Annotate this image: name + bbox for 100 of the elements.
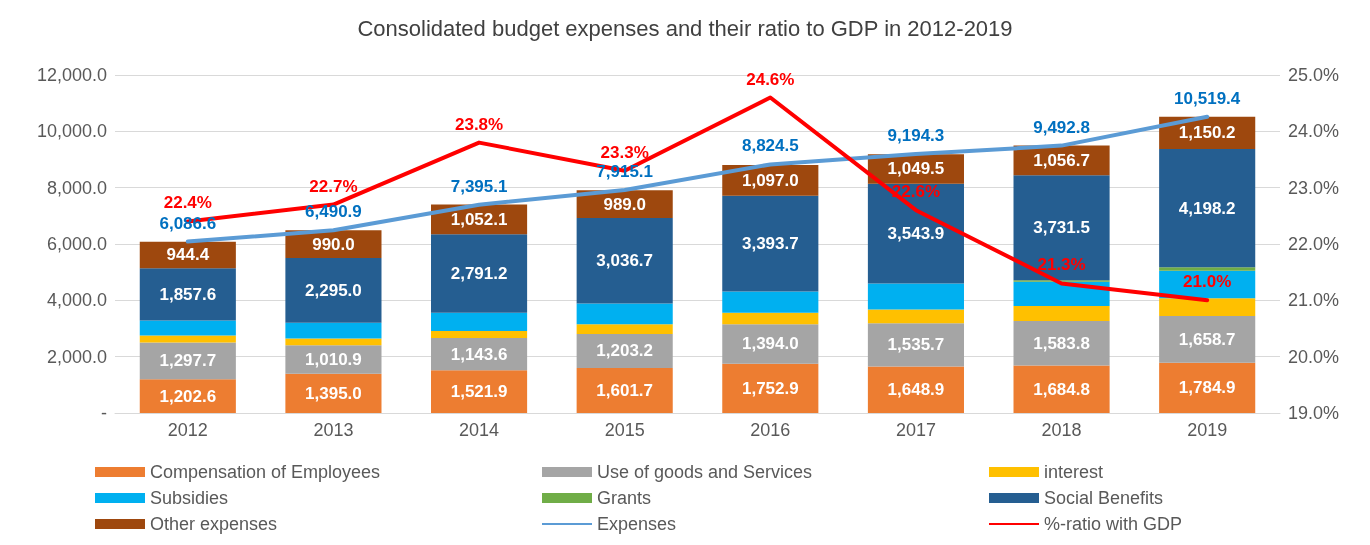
bar xyxy=(1013,320,1110,366)
y2-tick-label: 24.0% xyxy=(1288,121,1340,142)
bar xyxy=(1013,306,1110,321)
data-label: 1,143.6 xyxy=(450,344,508,364)
y-tick-label: 6,000.0 xyxy=(46,234,107,254)
x-tick-label: 2012 xyxy=(167,420,208,440)
data-label: 22.7% xyxy=(309,176,358,196)
x-tick-label: 2015 xyxy=(604,420,645,440)
data-label: 24.6% xyxy=(746,69,795,89)
bar xyxy=(285,258,382,323)
data-label: 1,052.1 xyxy=(450,209,508,229)
y2-tick-label: 19.0% xyxy=(1288,403,1340,423)
data-label: 21.0% xyxy=(1183,272,1232,292)
data-label: 1,658.7 xyxy=(1178,329,1236,349)
y-tick-label: 8,000.0 xyxy=(46,177,107,198)
data-label: 9,492.8 xyxy=(1033,117,1090,137)
bar xyxy=(431,370,528,413)
data-label: 1,583.8 xyxy=(1033,333,1090,353)
data-label: 9,194.3 xyxy=(887,126,945,146)
legend-label: Social Benefits xyxy=(1044,488,1164,508)
bar xyxy=(431,312,528,331)
data-label: 1,202.6 xyxy=(159,386,217,406)
data-label: 7,395.1 xyxy=(450,176,508,196)
data-label: 23.8% xyxy=(454,114,504,134)
bar xyxy=(1013,281,1110,307)
bar xyxy=(1013,175,1110,281)
data-label: 1,521.9 xyxy=(450,382,508,402)
data-label: 1,648.9 xyxy=(887,380,945,400)
data-label: 23.3% xyxy=(600,142,649,162)
chart-title: Consolidated budget expenses and their ratio to GDP in 2012-2019 xyxy=(357,15,1013,41)
bar xyxy=(1159,149,1256,268)
x-tick-label: 2016 xyxy=(750,420,791,440)
y2-tick-label: 22.0% xyxy=(1288,234,1340,254)
data-label: 8,824.5 xyxy=(741,136,799,156)
data-label: 1,010.9 xyxy=(305,349,362,369)
x-tick-label: 2017 xyxy=(895,420,936,440)
legend-label: %-ratio with GDP xyxy=(1044,514,1183,534)
data-label: 1,049.5 xyxy=(887,159,945,179)
x-tick-label: 2018 xyxy=(1041,420,1082,440)
legend-label: interest xyxy=(1044,462,1104,482)
bar xyxy=(431,234,528,313)
x-tick-label: 2019 xyxy=(1187,420,1228,440)
y-tick-label: 4,000.0 xyxy=(46,290,107,311)
y2-tick-label: 25.0% xyxy=(1288,65,1340,85)
bar xyxy=(1159,298,1256,317)
data-label: 1,684.8 xyxy=(1033,379,1090,399)
data-label: 22.4% xyxy=(163,193,212,213)
data-label: 1,857.6 xyxy=(159,284,217,304)
legend-label: Other expenses xyxy=(150,514,278,534)
data-label: 1,097.0 xyxy=(741,170,799,190)
x-tick-label: 2014 xyxy=(459,420,500,440)
legend-label: Compensation of Employees xyxy=(150,462,381,482)
bar xyxy=(285,338,382,346)
bar xyxy=(1159,316,1256,363)
y2-tick-label: 21.0% xyxy=(1288,290,1340,311)
data-label: 1,395.0 xyxy=(305,383,362,403)
data-label: 1,150.2 xyxy=(1178,123,1236,143)
bar xyxy=(139,268,236,321)
data-label: 3,731.5 xyxy=(1033,218,1090,238)
y-tick-label: - xyxy=(101,403,107,423)
bar xyxy=(867,323,964,367)
bar xyxy=(576,367,673,413)
data-label: 1,752.9 xyxy=(741,378,799,398)
bar xyxy=(1159,362,1256,413)
data-label: 10,519.4 xyxy=(1174,88,1241,108)
bar xyxy=(285,322,382,339)
bar xyxy=(139,335,236,343)
data-label: 990.0 xyxy=(312,234,355,254)
data-label: 944.4 xyxy=(166,245,210,265)
data-label: 3,393.7 xyxy=(741,234,799,254)
data-label: 2,791.2 xyxy=(450,264,508,284)
bar xyxy=(139,320,236,336)
data-label: 6,490.9 xyxy=(305,202,362,222)
bar xyxy=(576,303,673,325)
bar xyxy=(722,363,819,413)
y-tick-label: 12,000.0 xyxy=(36,65,107,85)
data-label: 2,295.0 xyxy=(305,280,362,300)
data-label: 1,203.2 xyxy=(596,341,654,361)
legend-label: Subsidies xyxy=(150,488,229,508)
data-label: 989.0 xyxy=(603,194,646,214)
data-label: 1,297.7 xyxy=(159,351,217,371)
data-label: 1,056.7 xyxy=(1033,150,1090,170)
bar xyxy=(867,309,964,324)
bar xyxy=(576,324,673,334)
y2-tick-label: 23.0% xyxy=(1288,177,1340,198)
bar xyxy=(722,312,819,325)
bar xyxy=(1159,267,1256,271)
bar xyxy=(722,324,819,364)
data-label: 1,394.0 xyxy=(741,334,799,354)
bar xyxy=(576,218,673,304)
data-label: 1,784.9 xyxy=(1178,378,1236,398)
x-tick-label: 2013 xyxy=(313,420,354,440)
bar xyxy=(867,283,964,310)
data-label: 1,535.7 xyxy=(887,335,945,355)
bar xyxy=(722,195,819,292)
bar xyxy=(722,291,819,313)
data-label: 4,198.2 xyxy=(1178,198,1236,218)
data-label: 21.3% xyxy=(1037,255,1086,275)
legend-label: Use of goods and Services xyxy=(597,462,813,482)
legend-label: Expenses xyxy=(597,514,677,534)
